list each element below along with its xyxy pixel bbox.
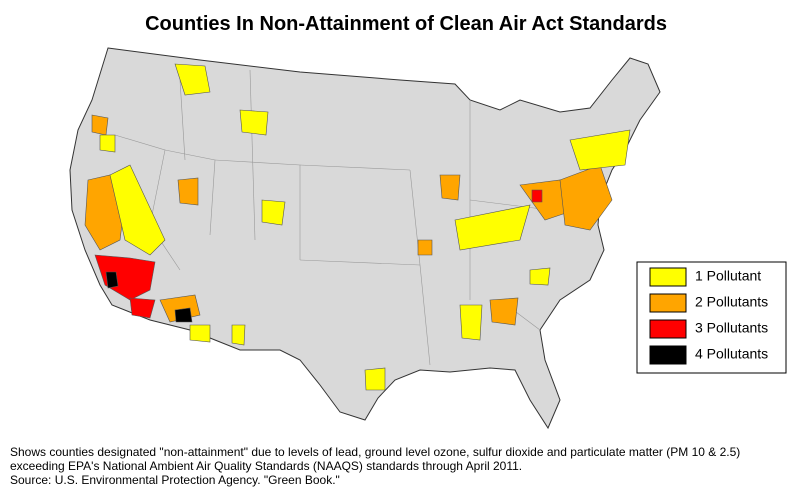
county-area	[129, 297, 156, 319]
counties	[84, 63, 631, 391]
county-area	[174, 307, 193, 323]
legend-label: 2 Pollutants	[695, 294, 768, 310]
legend-items: 1 Pollutant 2 Pollutants 3 Pollutants 4 Pol…	[649, 267, 768, 365]
county-area	[99, 134, 116, 153]
map-title: Counties In Non-Attainment of Clean Air …	[145, 13, 667, 35]
county-area	[174, 63, 211, 96]
footnote: exceeding EPA's National Ambient Air Qua…	[10, 459, 522, 473]
county-area	[454, 204, 531, 251]
us-outline	[69, 47, 661, 430]
county-area	[439, 174, 461, 201]
footnote: Source: U.S. Environmental Protection Ag…	[10, 473, 340, 487]
county-area	[105, 271, 119, 289]
county-area	[109, 164, 166, 256]
legend-label: 4 Pollutants	[695, 346, 768, 362]
legend-swatch	[649, 267, 687, 287]
county-area	[231, 324, 246, 346]
county-area	[489, 297, 519, 326]
county-area	[177, 177, 199, 206]
county-area	[189, 324, 211, 343]
county-area	[261, 199, 286, 226]
legend-swatch	[649, 345, 687, 365]
county-area	[569, 129, 631, 171]
footnote: Shows counties designated "non-attainmen…	[10, 445, 740, 459]
county-area	[417, 239, 433, 256]
state-borders	[114, 69, 591, 366]
legend-swatch	[649, 293, 687, 313]
legend-swatch	[649, 319, 687, 339]
county-area	[364, 367, 386, 391]
legend-label: 3 Pollutants	[695, 320, 768, 336]
county-area	[94, 254, 156, 301]
legend: 1 Pollutant 2 Pollutants 3 Pollutants 4 Pol…	[636, 261, 787, 374]
county-area	[531, 189, 543, 203]
footnotes: Shows counties designated "non-attainmen…	[10, 445, 740, 487]
county-area	[91, 114, 109, 136]
county-area	[529, 267, 551, 286]
county-area	[239, 109, 269, 136]
us-map	[69, 47, 661, 430]
county-area	[459, 304, 483, 341]
legend-label: 1 Pollutant	[695, 268, 761, 284]
